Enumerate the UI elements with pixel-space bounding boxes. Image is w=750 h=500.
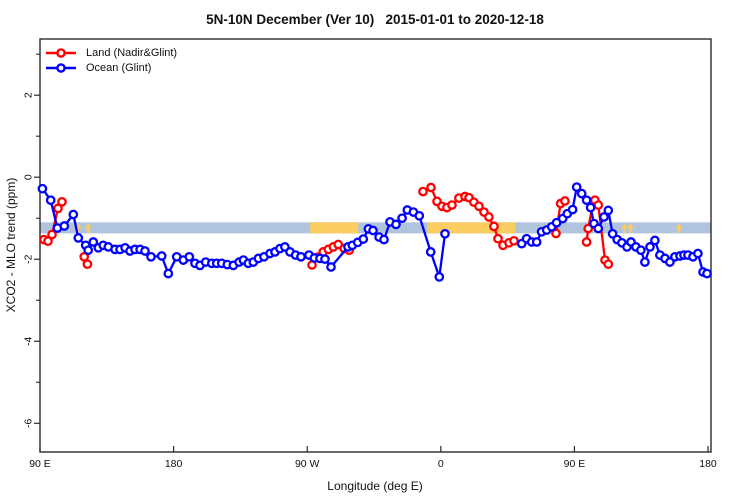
data-point (593, 223, 604, 234)
data-point (576, 188, 587, 199)
highlight-segment (310, 222, 359, 234)
data-point (447, 200, 457, 210)
x-tick-label: 90 E (564, 458, 586, 470)
data-point (583, 223, 594, 234)
highlight-segment (427, 222, 516, 234)
data-point (82, 259, 93, 270)
data-point (571, 182, 582, 192)
data-point (45, 195, 56, 206)
data-point (296, 251, 306, 262)
legend-item-ocean: Ocean (Glint) (44, 60, 177, 75)
x-tick-label: 180 (165, 458, 183, 470)
legend-label-ocean: Ocean (Glint) (86, 61, 152, 74)
x-tick-label: 0 (438, 458, 444, 470)
data-point (88, 237, 99, 247)
up-arrow-icon (626, 223, 634, 233)
up-arrow-icon (620, 223, 629, 233)
data-point (693, 248, 703, 259)
y-tick-label: -2 (23, 254, 35, 263)
data-point (640, 257, 650, 267)
data-point (425, 247, 436, 257)
data-point (146, 251, 156, 262)
data-point (414, 210, 425, 221)
x-tick-label: 90 E (29, 458, 51, 470)
data-point (379, 234, 389, 245)
y-axis-ticks: 2 0 -2 -4 -6 (23, 53, 40, 428)
data-point (426, 182, 436, 193)
data-point (320, 254, 330, 265)
data-point (585, 202, 596, 213)
data-point (326, 262, 336, 272)
data-point (567, 204, 578, 215)
data-point (636, 245, 646, 256)
data-point (68, 209, 79, 220)
data-point (440, 228, 450, 239)
data-point (493, 233, 503, 244)
data-point (140, 246, 150, 256)
data-point (43, 236, 53, 247)
data-point (603, 259, 614, 270)
data-point (37, 183, 48, 194)
data-point (645, 242, 655, 252)
up-arrow-icon (84, 223, 92, 233)
data-point (368, 225, 378, 236)
data-point (156, 251, 167, 261)
legend-item-land: Land (Nadir&Glint) (44, 45, 177, 60)
plot-box (39, 38, 712, 453)
data-point (391, 219, 401, 230)
data-point (484, 212, 494, 222)
data-point (581, 195, 592, 206)
y-tick-label: 0 (23, 174, 35, 180)
data-point (593, 200, 604, 210)
x-tick-label: 90 W (295, 458, 320, 470)
data-point (163, 268, 174, 279)
legend-label-land: Land (Nadir&Glint) (86, 46, 178, 59)
series-ocean (37, 182, 712, 282)
data-point (79, 251, 90, 262)
data-point (47, 229, 57, 240)
chart-title: 5N-10N December (Ver 10) 2015-01-01 to 2… (206, 12, 544, 27)
data-point (702, 268, 712, 279)
data-point (603, 205, 614, 216)
data-point (418, 186, 428, 197)
data-point (57, 196, 67, 207)
data-point (531, 237, 542, 247)
y-tick-label: -6 (23, 418, 35, 427)
data-point (581, 237, 592, 247)
data-point (397, 213, 407, 224)
data-point (59, 221, 70, 231)
data-point (599, 212, 609, 222)
y-tick-label: -4 (23, 336, 35, 345)
data-point (474, 201, 484, 212)
land-series-symbol (46, 47, 76, 58)
data-point (650, 235, 660, 246)
data-point (551, 228, 561, 239)
up-arrow-icon (74, 223, 82, 233)
data-point (73, 233, 84, 243)
data-point (560, 196, 570, 206)
data-point (358, 234, 369, 244)
data-point (184, 251, 195, 262)
data-point (489, 221, 499, 232)
x-axis-label: Longitude (deg E) (327, 479, 423, 493)
y-axis-label: XCO2 - MLO trend (ppm) (4, 177, 18, 313)
up-arrow-icon (675, 223, 683, 233)
data-point (509, 235, 519, 246)
data-point (83, 245, 94, 256)
x-tick-label: 180 (699, 458, 717, 470)
data-point (434, 272, 445, 282)
x-axis-ticks: 90 E 180 90 W 0 90 E 180 (29, 446, 717, 470)
y-tick-label: 2 (23, 92, 35, 98)
data-point (53, 203, 63, 214)
ocean-series-symbol (46, 62, 76, 73)
legend: Land (Nadir&Glint) Ocean (Glint) (44, 45, 177, 75)
